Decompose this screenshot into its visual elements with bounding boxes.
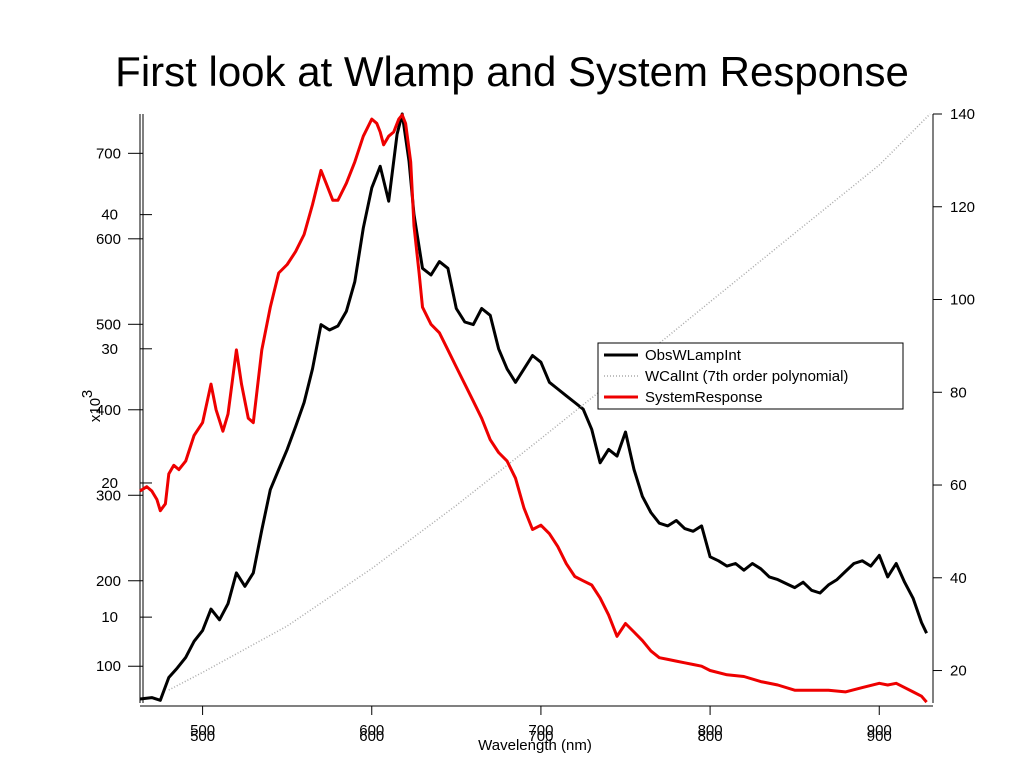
series-line-systemresponse: [139, 113, 928, 704]
right-tick-label: 140: [950, 106, 975, 123]
x-tick-label: 900: [867, 722, 892, 739]
legend-label-obswlampint: ObsWLampInt: [645, 347, 742, 364]
x-tick-label-secondary: 800: [698, 728, 723, 745]
left-outer-tick-label: 30: [101, 341, 118, 358]
left-outer-tick-label: 40: [101, 207, 118, 224]
legend: ObsWLampInt WCalInt (7th order polynomia…: [597, 342, 904, 410]
left-outer-axis-label: x10: [87, 398, 104, 422]
right-tick-label: 80: [950, 384, 967, 401]
left-inner-tick-label: 400: [96, 402, 121, 419]
series-layer: [139, 112, 931, 704]
right-tick-label: 120: [950, 199, 975, 216]
right-tick-label: 100: [950, 292, 975, 309]
x-tick-label: 600: [359, 722, 384, 739]
left-inner-tick-label: 600: [96, 231, 121, 248]
left-inner-tick-label: 700: [96, 145, 121, 162]
x-tick-label: 700: [528, 722, 553, 739]
left-inner-tick-label: 500: [96, 316, 121, 333]
legend-label-systemresponse: SystemResponse: [645, 389, 763, 406]
series-line-obswlampint: [139, 112, 928, 702]
x-tick-label-secondary: 900: [867, 728, 892, 745]
left-outer-axis-exponent: 3: [79, 390, 96, 398]
right-tick-label: 20: [950, 663, 967, 680]
left-inner-tick-label: 100: [96, 658, 121, 675]
x-tick-label: 800: [698, 722, 723, 739]
chart-title: First look at Wlamp and System Response: [115, 48, 909, 95]
x-tick-label-secondary: 700: [528, 728, 553, 745]
series-line-wcalint-7th-order-polynomial: [168, 113, 931, 691]
axes-layer: 500 600 700 800 900 500 600 700 800 900 Wavelength…: [79, 106, 975, 754]
legend-box: [597, 342, 904, 410]
legend-label-wcalint: WCalInt (7th order polynomial): [645, 368, 848, 385]
left-outer-tick-label: 20: [101, 475, 118, 492]
x-axis-label: Wavelength (nm): [478, 737, 592, 754]
x-tick-label: 500: [190, 722, 215, 739]
right-tick-label: 60: [950, 477, 967, 494]
left-inner-tick-label: 200: [96, 573, 121, 590]
x-tick-label-secondary: 500: [190, 728, 215, 745]
left-inner-tick-label: 300: [96, 487, 121, 504]
right-tick-label: 40: [950, 570, 967, 587]
left-outer-tick-label: 10: [101, 609, 118, 626]
x-tick-label-secondary: 600: [359, 728, 384, 745]
